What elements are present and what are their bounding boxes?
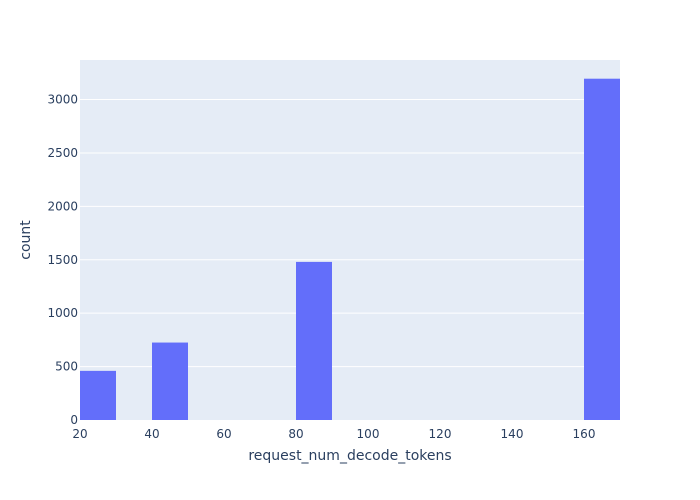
y-tick-label: 2000 xyxy=(47,199,78,213)
y-tick-label: 1000 xyxy=(47,306,78,320)
x-tick-label: 120 xyxy=(429,427,452,441)
x-tick-label: 40 xyxy=(144,427,159,441)
x-tick-label: 80 xyxy=(288,427,303,441)
y-tick-label: 2500 xyxy=(47,146,78,160)
y-tick-label: 1500 xyxy=(47,253,78,267)
histogram-bar xyxy=(152,342,188,420)
y-tick-label: 0 xyxy=(70,413,78,427)
x-tick-label: 100 xyxy=(357,427,380,441)
y-axis-title: count xyxy=(18,220,34,260)
y-tick-label: 3000 xyxy=(47,93,78,107)
y-tick-label: 500 xyxy=(55,360,78,374)
x-axis-title: request_num_decode_tokens xyxy=(248,448,451,464)
histogram-bar xyxy=(80,370,116,420)
histogram-bar xyxy=(584,78,620,420)
x-tick-label: 60 xyxy=(216,427,231,441)
y-axis-ticks: 0 500 1000 1500 2000 2500 3000 xyxy=(47,93,78,427)
x-axis-ticks: 20 40 60 80 100 120 140 160 xyxy=(72,427,595,441)
histogram-bar xyxy=(296,261,332,420)
bars xyxy=(80,78,620,420)
x-tick-label: 20 xyxy=(72,427,87,441)
x-tick-label: 160 xyxy=(573,427,596,441)
x-tick-label: 140 xyxy=(501,427,524,441)
